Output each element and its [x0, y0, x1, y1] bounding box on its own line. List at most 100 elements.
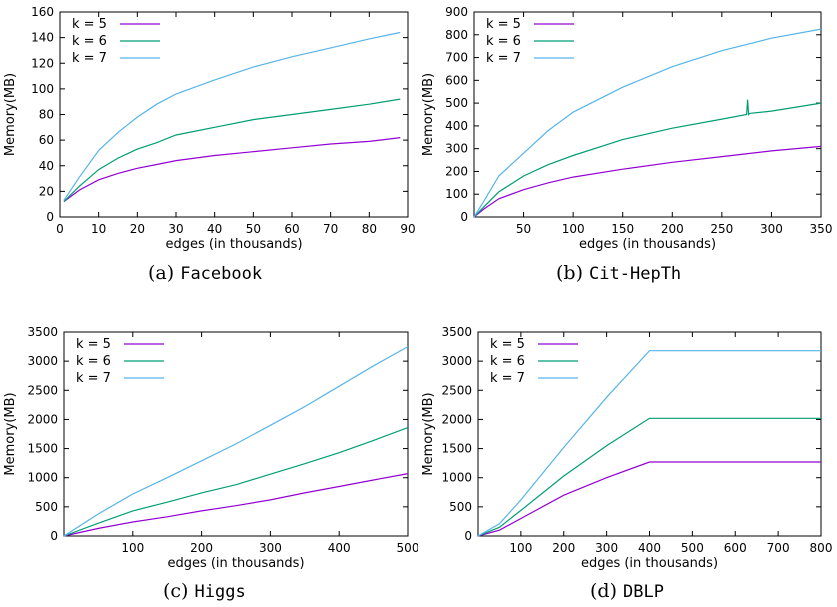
- caption-label: (c): [163, 580, 189, 602]
- chart-dblp: 100 200 300 400 500 600 700 800 0 500 1000 1500 2000…: [421, 325, 833, 571]
- x-tick-label: 400: [328, 541, 351, 555]
- y-tick-label: 3500: [441, 325, 472, 339]
- series-line-k6: [63, 98, 401, 203]
- y-tick-label: 160: [31, 5, 54, 19]
- plot-frame: [59, 11, 409, 218]
- x-tick-label: 10: [91, 222, 106, 236]
- y-tick-label: 2500: [27, 383, 58, 397]
- y-tick-label: 140: [31, 31, 54, 45]
- x-tick-label: 20: [130, 222, 145, 236]
- caption-dataset-name: Facebook: [180, 264, 263, 284]
- caption-dataset-name: Cit-HepTh: [589, 264, 682, 284]
- y-tick-label: 120: [31, 56, 54, 70]
- x-tick-label: 60: [284, 222, 299, 236]
- legend-label: k = 7: [490, 371, 525, 386]
- x-tick-label: 200: [552, 541, 575, 555]
- x-tick-label: 100: [121, 541, 144, 555]
- caption-label: (d): [590, 580, 617, 602]
- caption-dataset-name: DBLP: [623, 582, 664, 602]
- caption-dblp: (d) DBLP: [590, 580, 664, 602]
- chart-higgs: 100 200 300 400 500 0 500 1000 1500 2000 2500 3000 3…: [3, 325, 418, 571]
- y-tick-label: 0: [50, 529, 58, 543]
- y-tick-label: 3000: [441, 354, 472, 368]
- y-tick-label: 700: [445, 51, 468, 65]
- plot-frame: [63, 331, 409, 537]
- legend-label: k = 6: [72, 34, 107, 49]
- y-tick-label: 2000: [441, 412, 472, 426]
- y-axis-label: Memory(MB): [3, 73, 18, 156]
- y-tick-label: 1500: [27, 442, 58, 456]
- legend-label: k = 7: [72, 51, 107, 66]
- caption-dataset-name: Higgs: [194, 582, 246, 602]
- x-tick-label: 30: [168, 222, 183, 236]
- x-tick-label: 500: [397, 541, 418, 555]
- y-tick-label: 600: [445, 73, 468, 87]
- x-tick-label: 200: [661, 222, 684, 236]
- legend-label: k = 5: [76, 337, 111, 352]
- caption-facebook: (a) Facebook: [148, 262, 262, 284]
- x-tick-label: 800: [810, 541, 833, 555]
- x-tick-label: 250: [710, 222, 733, 236]
- caption-label: (b): [556, 262, 583, 284]
- y-tick-label: 1000: [441, 471, 472, 485]
- x-axis-label: edges (in thousands): [581, 556, 718, 571]
- chart-facebook: 0 10 20 30 40 50 60 70 80 90 0 20 40 60 80 100 120 140 160…: [3, 5, 416, 252]
- legend-label: k = 5: [490, 337, 525, 352]
- series-line-k6: [63, 427, 409, 537]
- x-tick-label: 400: [638, 541, 661, 555]
- legend-label: k = 6: [490, 354, 525, 369]
- x-tick-label: 300: [595, 541, 618, 555]
- x-tick-label: 50: [516, 222, 531, 236]
- series-line-k6: [473, 99, 822, 218]
- x-axis-label: edges (in thousands): [579, 237, 716, 252]
- x-axis-label: edges (in thousands): [167, 556, 304, 571]
- y-tick-label: 3000: [27, 354, 58, 368]
- series-line-k7: [477, 350, 821, 537]
- x-tick-label: 700: [767, 541, 790, 555]
- y-tick-label: 200: [445, 164, 468, 178]
- y-tick-label: 2000: [27, 412, 58, 426]
- x-tick-label: 100: [562, 222, 585, 236]
- y-axis-label: Memory(MB): [421, 73, 436, 156]
- legend-label: k = 5: [486, 17, 521, 32]
- x-tick-label: 150: [611, 222, 634, 236]
- legend-label: k = 6: [486, 34, 521, 49]
- x-tick-label: 0: [56, 222, 64, 236]
- y-tick-label: 60: [39, 133, 54, 147]
- y-tick-label: 900: [445, 5, 468, 19]
- y-tick-label: 800: [445, 28, 468, 42]
- y-tick-label: 20: [39, 184, 54, 198]
- y-tick-label: 0: [460, 210, 468, 224]
- legend-label: k = 6: [76, 354, 111, 369]
- caption-cit-hepth: (b) Cit-HepTh: [556, 262, 681, 284]
- chart-cit-hepth: 50 100 150 200 250 300 350 0 100 200 300 400 500 600 7…: [421, 5, 833, 252]
- x-tick-label: 100: [509, 541, 532, 555]
- x-tick-label: 70: [323, 222, 338, 236]
- series-line-k5: [63, 473, 409, 537]
- caption-higgs: (c) Higgs: [163, 580, 246, 602]
- y-tick-label: 80: [39, 108, 54, 122]
- x-tick-label: 80: [362, 222, 377, 236]
- series-line-k5: [63, 137, 401, 203]
- y-tick-label: 100: [445, 187, 468, 201]
- y-tick-label: 100: [31, 82, 54, 96]
- y-axis-label: Memory(MB): [3, 392, 18, 475]
- y-tick-label: 0: [464, 529, 472, 543]
- series-line-k7: [63, 31, 401, 201]
- y-tick-label: 40: [39, 159, 54, 173]
- y-tick-label: 500: [445, 96, 468, 110]
- y-tick-label: 1000: [27, 471, 58, 485]
- series-line-k6: [477, 417, 821, 537]
- x-tick-label: 40: [207, 222, 222, 236]
- y-tick-label: 300: [445, 142, 468, 156]
- x-tick-label: 300: [760, 222, 783, 236]
- x-tick-label: 350: [810, 222, 833, 236]
- series-line-k5: [473, 145, 822, 218]
- legend-label: k = 7: [76, 371, 111, 386]
- x-tick-label: 600: [724, 541, 747, 555]
- plot-frame: [477, 331, 822, 537]
- x-tick-label: 300: [259, 541, 282, 555]
- x-tick-label: 90: [400, 222, 415, 236]
- y-tick-label: 1500: [441, 442, 472, 456]
